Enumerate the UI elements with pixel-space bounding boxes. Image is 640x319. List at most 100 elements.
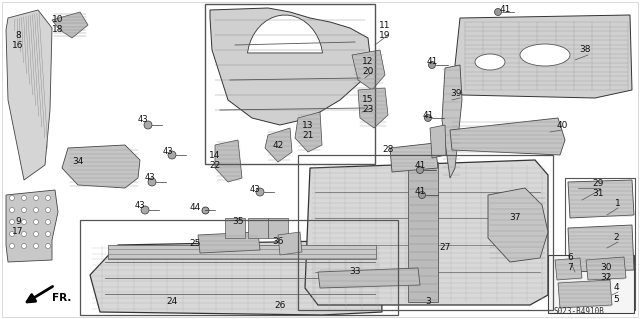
Circle shape: [10, 207, 15, 212]
Polygon shape: [52, 12, 88, 38]
Text: 23: 23: [362, 106, 374, 115]
Circle shape: [45, 196, 51, 201]
Polygon shape: [248, 218, 268, 238]
Circle shape: [417, 167, 424, 174]
Bar: [80, 220, 398, 315]
Text: 34: 34: [72, 158, 84, 167]
Circle shape: [45, 207, 51, 212]
Polygon shape: [358, 88, 388, 128]
Polygon shape: [488, 188, 548, 262]
Ellipse shape: [475, 54, 505, 70]
Circle shape: [45, 232, 51, 236]
Circle shape: [22, 196, 26, 201]
Circle shape: [10, 232, 15, 236]
Text: 32: 32: [600, 273, 612, 283]
Text: 12: 12: [362, 57, 374, 66]
Polygon shape: [90, 240, 382, 315]
Text: 9: 9: [15, 218, 21, 226]
Text: 41: 41: [426, 57, 438, 66]
Text: 41: 41: [414, 188, 426, 197]
Text: FR.: FR.: [52, 293, 72, 303]
Text: 39: 39: [451, 88, 461, 98]
Circle shape: [148, 178, 156, 186]
Polygon shape: [268, 218, 288, 238]
Text: 29: 29: [592, 179, 604, 188]
Text: 16: 16: [12, 41, 24, 49]
Polygon shape: [62, 145, 140, 188]
Text: 14: 14: [209, 152, 221, 160]
Polygon shape: [265, 128, 292, 162]
Text: 10: 10: [52, 16, 64, 25]
Bar: [108, 245, 376, 259]
Polygon shape: [586, 257, 626, 280]
Polygon shape: [278, 232, 302, 255]
Text: 43: 43: [134, 201, 145, 210]
Text: 41: 41: [414, 160, 426, 169]
Polygon shape: [455, 15, 632, 98]
Text: 30: 30: [600, 263, 612, 272]
Circle shape: [45, 219, 51, 225]
Polygon shape: [210, 8, 370, 125]
Polygon shape: [568, 180, 634, 218]
Text: 33: 33: [349, 268, 361, 277]
Polygon shape: [305, 160, 548, 305]
Text: 24: 24: [166, 298, 178, 307]
Circle shape: [10, 219, 15, 225]
Circle shape: [144, 121, 152, 129]
Circle shape: [429, 62, 435, 69]
Circle shape: [10, 196, 15, 201]
Text: 43: 43: [163, 147, 173, 157]
Text: 18: 18: [52, 26, 64, 34]
Circle shape: [33, 219, 38, 225]
Polygon shape: [390, 143, 438, 172]
Bar: [565, 178, 635, 310]
Text: 21: 21: [302, 131, 314, 140]
Circle shape: [141, 206, 149, 214]
Circle shape: [33, 207, 38, 212]
Circle shape: [22, 207, 26, 212]
Text: 6: 6: [567, 254, 573, 263]
Polygon shape: [568, 225, 634, 272]
Polygon shape: [215, 140, 242, 182]
Text: 36: 36: [272, 238, 284, 247]
Bar: [205, 4, 375, 164]
Text: 7: 7: [567, 263, 573, 272]
Circle shape: [168, 151, 176, 159]
Text: 44: 44: [189, 204, 200, 212]
Text: 1: 1: [615, 199, 621, 209]
Text: 43: 43: [145, 174, 156, 182]
Polygon shape: [442, 65, 462, 178]
Polygon shape: [6, 190, 58, 262]
Circle shape: [22, 232, 26, 236]
Text: 26: 26: [275, 301, 285, 310]
Circle shape: [33, 243, 38, 249]
Circle shape: [419, 191, 426, 198]
Polygon shape: [318, 268, 420, 288]
Text: 22: 22: [209, 161, 221, 170]
Polygon shape: [558, 280, 612, 308]
Polygon shape: [225, 218, 245, 238]
Text: 38: 38: [579, 46, 591, 55]
Polygon shape: [430, 125, 446, 158]
Circle shape: [33, 232, 38, 236]
Text: 15: 15: [362, 95, 374, 105]
Text: 3: 3: [425, 298, 431, 307]
Text: 42: 42: [273, 142, 284, 151]
Text: 5: 5: [613, 295, 619, 305]
Text: 43: 43: [138, 115, 148, 124]
Circle shape: [424, 115, 431, 122]
Polygon shape: [352, 50, 385, 90]
Text: 27: 27: [439, 243, 451, 253]
Text: 13: 13: [302, 122, 314, 130]
Text: 4: 4: [613, 283, 619, 292]
Text: 41: 41: [422, 110, 434, 120]
Bar: [298, 155, 553, 310]
Polygon shape: [6, 10, 52, 180]
Text: 25: 25: [189, 240, 201, 249]
Circle shape: [22, 243, 26, 249]
Circle shape: [256, 188, 264, 196]
Text: 20: 20: [362, 68, 374, 77]
Text: 2: 2: [613, 234, 619, 242]
Bar: [408, 162, 438, 302]
Text: 40: 40: [556, 122, 568, 130]
